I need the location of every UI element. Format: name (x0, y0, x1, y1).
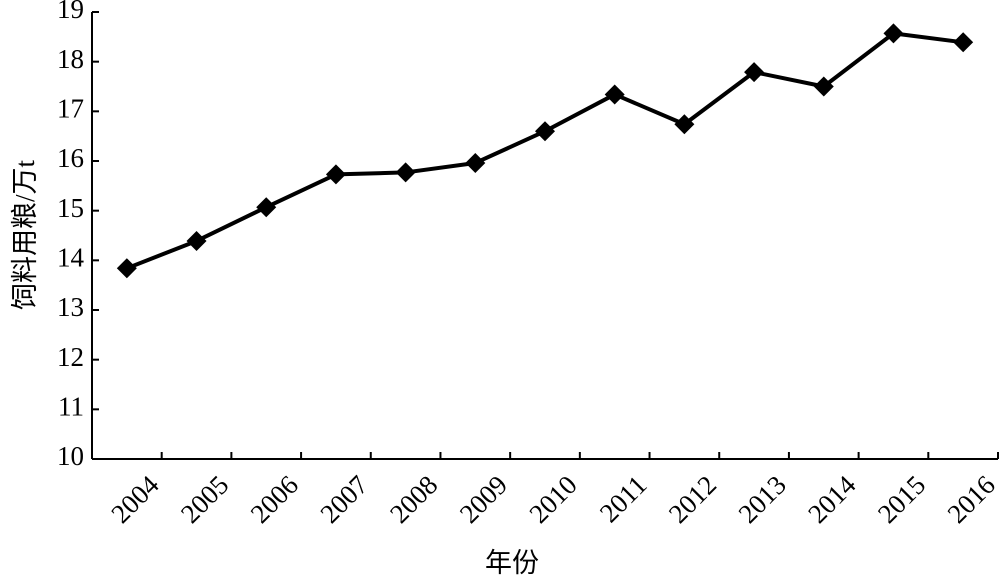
x-tick-label: 2011 (594, 470, 653, 529)
y-tick-label: 10 (57, 441, 84, 471)
y-tick-label: 19 (57, 0, 84, 24)
y-tick-label: 18 (57, 44, 84, 74)
y-tick-label: 11 (58, 392, 84, 422)
data-point (813, 76, 834, 97)
x-tick-label: 2012 (663, 470, 722, 529)
y-tick-label: 14 (57, 243, 85, 273)
x-tick-label: 2008 (384, 470, 443, 529)
y-tick-label: 13 (57, 292, 84, 322)
data-point (465, 152, 486, 173)
y-axis-label: 饲料用粮/万t (10, 160, 40, 311)
x-axis-label: 年份 (485, 548, 539, 578)
data-point (186, 230, 207, 251)
x-tick-label: 2005 (175, 470, 234, 529)
x-tick-label: 2006 (245, 470, 304, 529)
x-tick-label: 2016 (942, 470, 1000, 529)
y-tick-label: 16 (57, 143, 84, 173)
x-tick-label: 2004 (105, 469, 165, 529)
data-point (674, 114, 695, 135)
x-tick-label: 2015 (872, 470, 931, 529)
x-tick-label: 2009 (454, 470, 513, 529)
data-point (883, 23, 904, 44)
y-tick-label: 17 (57, 94, 84, 124)
data-point (744, 62, 765, 83)
data-point (395, 162, 416, 183)
data-point (325, 164, 346, 185)
y-tick-label: 12 (57, 342, 84, 372)
data-point (953, 32, 974, 53)
data-point (116, 258, 137, 279)
y-tick-label: 15 (57, 193, 84, 223)
x-tick-label: 2014 (802, 469, 862, 529)
x-tick-label: 2013 (733, 470, 792, 529)
x-tick-label: 2010 (523, 470, 582, 529)
x-tick-label: 2007 (314, 470, 373, 529)
data-line (126, 31, 964, 271)
data-point (604, 84, 625, 105)
data-point (535, 121, 555, 142)
data-point (256, 197, 277, 218)
